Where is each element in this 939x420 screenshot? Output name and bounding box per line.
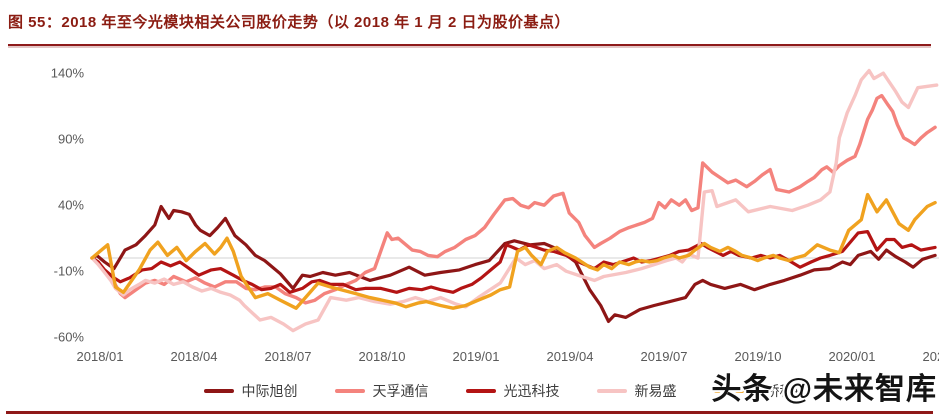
x-tick-label: 2019/04 bbox=[547, 349, 594, 364]
series-line-4 bbox=[90, 192, 937, 310]
watermark-text: 头条 @未来智库 bbox=[711, 373, 937, 406]
chart-legend: 中际旭创 天孚通信 光迅科技 新易盛 剑桥科技 bbox=[0, 381, 939, 401]
page-bottom-rule bbox=[6, 411, 933, 414]
legend-swatch-icon bbox=[596, 389, 627, 393]
x-tick-label: 2019/01 bbox=[453, 349, 500, 364]
legend-label: 剑桥科技 bbox=[751, 383, 808, 399]
title-underline bbox=[8, 44, 931, 46]
y-axis-labels: 140% 90% 40% -10% -60% bbox=[51, 66, 85, 345]
x-tick-label: 2018/10 bbox=[359, 349, 406, 364]
x-tick-label: 2020/01 bbox=[829, 349, 876, 364]
y-tick-label: 90% bbox=[58, 132, 84, 147]
legend-label: 光迅科技 bbox=[503, 383, 560, 399]
legend-label: 中际旭创 bbox=[241, 383, 298, 399]
x-tick-label: 2019/07 bbox=[641, 349, 688, 364]
legend-label: 天孚通信 bbox=[372, 383, 429, 399]
legend-swatch-icon bbox=[713, 389, 744, 393]
legend-item: 新易盛 bbox=[596, 381, 677, 401]
x-tick-label: 2018/01 bbox=[77, 349, 124, 364]
legend-label: 新易盛 bbox=[634, 383, 677, 399]
legend-item: 天孚通信 bbox=[334, 381, 429, 401]
y-tick-label: 140% bbox=[51, 66, 85, 81]
x-tick-label: 2019/10 bbox=[735, 349, 782, 364]
x-tick-label: 2020/04 bbox=[923, 349, 939, 364]
legend-swatch-icon bbox=[334, 389, 365, 393]
series-lines-layer bbox=[90, 68, 939, 333]
legend-item: 剑桥科技 bbox=[713, 381, 808, 401]
figure-title: 图 55：2018 年至今光模块相关公司股价走势（以 2018 年 1 月 2 … bbox=[8, 14, 570, 31]
y-tick-label: -10% bbox=[54, 264, 85, 279]
legend-item: 光迅科技 bbox=[465, 381, 560, 401]
y-tick-label: 40% bbox=[58, 198, 84, 213]
legend-swatch-icon bbox=[465, 389, 496, 393]
x-axis-labels: 2018/01 2018/04 2018/07 2018/10 2019/01 2019/… bbox=[77, 349, 939, 364]
legend-swatch-icon bbox=[203, 389, 234, 393]
x-tick-label: 2018/07 bbox=[265, 349, 312, 364]
y-tick-label: -60% bbox=[54, 330, 85, 345]
legend-item: 中际旭创 bbox=[203, 381, 298, 401]
x-tick-label: 2018/04 bbox=[171, 349, 218, 364]
series-line-0 bbox=[90, 204, 937, 323]
